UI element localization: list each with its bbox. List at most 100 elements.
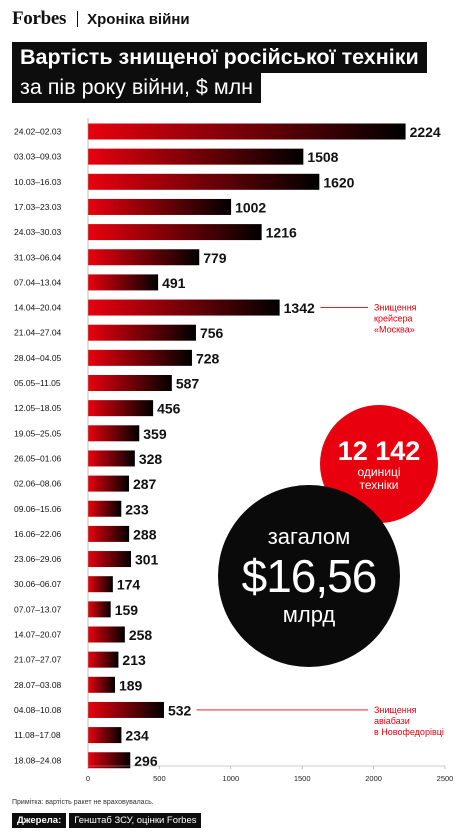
x-tick-label: 500	[153, 774, 166, 783]
category-label: 14.07–20.07	[14, 630, 62, 640]
category-label: 09.06–15.06	[14, 504, 62, 514]
value-label: 258	[129, 627, 153, 643]
x-tick-label: 1500	[294, 774, 311, 783]
units-label-1: одиниці	[357, 465, 401, 479]
annotation-line: крейсера	[374, 314, 413, 324]
value-label: 296	[134, 753, 158, 769]
bar	[88, 500, 122, 517]
sources-label: Джерела:	[12, 813, 67, 828]
category-label: 26.05–01.06	[14, 453, 62, 463]
category-label: 28.04–04.05	[14, 353, 62, 363]
total-badge: загалом $16,56 млрд	[218, 485, 400, 667]
brand-header: Forbes Хроніка війни	[12, 8, 190, 30]
value-label: 301	[135, 552, 159, 568]
bar	[88, 299, 280, 316]
category-label: 11.08–17.08	[14, 730, 61, 740]
x-axis: 0 500 1000 1500 2000 2500	[86, 118, 453, 783]
bar	[88, 224, 262, 241]
value-label: 1216	[266, 225, 297, 241]
annotation-line: «Москва»	[374, 325, 415, 335]
category-label: 07.04–13.04	[14, 277, 62, 287]
bar	[88, 450, 135, 467]
section-name: Хроніка війни	[87, 10, 190, 28]
value-label: 532	[168, 702, 192, 718]
annotation-line: Знищення	[374, 303, 417, 313]
value-label: 287	[133, 476, 157, 492]
category-label: 14.04–20.04	[14, 303, 62, 313]
category-label: 19.05–25.05	[14, 428, 62, 438]
category-label: 21.07–27.07	[14, 655, 62, 665]
sources-text: Генштаб ЗСУ, оцінки Forbes	[69, 813, 202, 828]
bars-group: 24.02–02.03 2224 03.03–09.03 1508 10.03–16.0…	[14, 123, 441, 769]
x-tick-label: 2500	[437, 774, 454, 783]
category-label: 07.07–13.07	[14, 604, 62, 614]
category-label: 18.08–24.08	[14, 755, 62, 765]
value-label: 779	[203, 250, 227, 266]
chart-title-line-2: за пів року війни, $ млн	[12, 72, 262, 103]
category-label: 12.05–18.05	[14, 403, 62, 413]
value-label: 728	[196, 350, 220, 366]
bar	[88, 626, 125, 643]
bar	[88, 727, 122, 744]
bar	[88, 375, 172, 391]
category-label: 24.02–02.03	[14, 127, 62, 137]
category-label: 04.08–10.08	[14, 705, 62, 715]
bar	[88, 274, 159, 291]
bar	[88, 123, 406, 140]
total-label: загалом	[267, 524, 351, 549]
value-label: 234	[125, 728, 149, 744]
category-label: 24.03–30.03	[14, 227, 62, 237]
bar	[88, 400, 154, 417]
value-label: 491	[162, 275, 186, 291]
annotation-text: Знищення авіабази в Новофедорівці	[374, 705, 444, 737]
value-label: 756	[200, 325, 224, 341]
annotation-text: Знищення крейсера «Москва»	[374, 303, 417, 335]
value-label: 213	[122, 652, 146, 668]
value-label: 189	[119, 677, 143, 693]
category-label: 05.05–11.05	[14, 378, 61, 388]
value-label: 233	[125, 501, 149, 517]
annotation-line: в Новофедорівці	[374, 727, 444, 737]
sources: Джерела: Генштаб ЗСУ, оцінки Forbes	[12, 813, 202, 828]
bar	[88, 198, 232, 215]
bar	[88, 425, 140, 442]
units-label-2: техніки	[359, 478, 399, 492]
category-label: 02.06–08.06	[14, 479, 62, 489]
category-label: 31.03–06.04	[14, 252, 62, 262]
bar	[88, 324, 196, 341]
category-label: 16.06–22.06	[14, 529, 62, 539]
bar	[88, 651, 119, 668]
value-label: 1002	[235, 199, 266, 215]
total-unit: млрд	[282, 602, 336, 627]
value-label: 1620	[323, 174, 354, 190]
bar	[88, 475, 129, 492]
value-label: 174	[117, 577, 141, 593]
value-label: 1508	[307, 149, 338, 165]
bar	[88, 148, 304, 165]
bar	[88, 551, 131, 568]
forbes-logo: Forbes	[12, 8, 67, 29]
category-label: 10.03–16.03	[14, 177, 62, 187]
value-label: 159	[115, 602, 139, 618]
annotation-line: авіабази	[374, 716, 410, 726]
category-label: 03.03–09.03	[14, 152, 62, 162]
bar	[88, 576, 113, 593]
category-label: 21.04–27.04	[14, 328, 62, 338]
total-value: $16,56	[241, 550, 378, 602]
units-count: 12 142	[337, 436, 421, 466]
value-label: 288	[133, 526, 157, 542]
bar	[88, 525, 130, 542]
x-tick-label: 1000	[222, 774, 239, 783]
value-label: 456	[157, 401, 181, 417]
category-label: 17.03–23.03	[14, 202, 62, 212]
category-label: 23.06–29.06	[14, 554, 62, 564]
category-label: 28.07–03.08	[14, 680, 62, 690]
bar	[88, 249, 200, 266]
bar	[88, 349, 192, 366]
value-label: 1342	[284, 300, 315, 316]
bar	[88, 752, 131, 769]
x-tick-label: 0	[86, 774, 90, 783]
annotation-line: Знищення	[374, 705, 417, 715]
value-label: 2224	[410, 124, 441, 140]
